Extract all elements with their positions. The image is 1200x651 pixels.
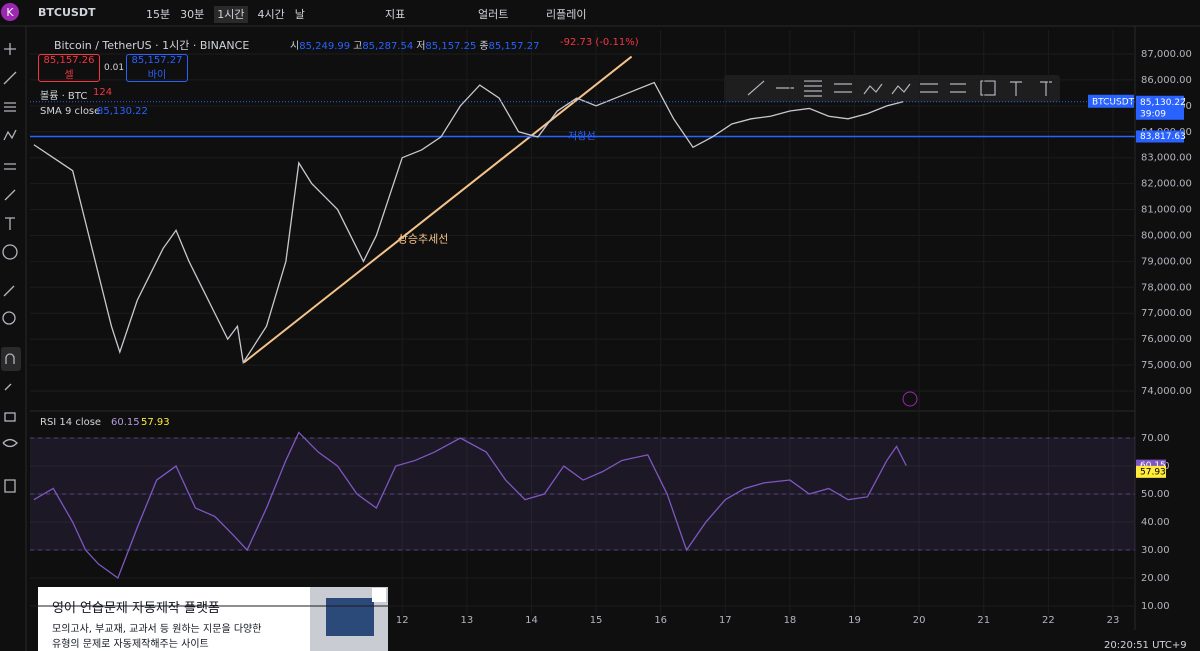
left-tools[interactable] (1, 43, 21, 493)
y-tick-label: 83,000.00 (1141, 153, 1192, 164)
volume-value: 124 (93, 87, 113, 98)
x-tick-label: 13 (460, 615, 473, 626)
volume-label: 볼륨 · BTC (40, 91, 88, 102)
interval[interactable]: 1시간 (214, 6, 248, 23)
ohlc-label[interactable]: 고 (353, 41, 363, 52)
price-label-box (1136, 96, 1184, 109)
y-tick-label: 20.00 (1141, 573, 1170, 584)
last-value-box (1136, 465, 1166, 478)
top-bar (0, 0, 1200, 26)
price-label-box (1136, 130, 1184, 143)
series-line (33, 81, 904, 365)
sma-value: 85,130.22 (97, 106, 148, 117)
x-tick-label: 20 (913, 615, 926, 626)
avatar-letter: K (6, 6, 14, 19)
avatar[interactable] (1, 3, 19, 21)
y-tick-label: 75,000.00 (1141, 360, 1192, 371)
legend-title: Bitcoin / TetherUS · 1시간 · BINANCE (54, 39, 250, 52)
ohlc-value[interactable]: 85,249.99 (299, 41, 351, 52)
ad-body: 유형의 문제로 자동제작해주는 사이트 (52, 639, 209, 650)
buy-button[interactable]: 85,157.27 바이 (126, 54, 188, 82)
x-tick-label: 23 (1107, 615, 1120, 626)
ad-close[interactable] (372, 588, 386, 602)
y-tick-label: 76,000.00 (1141, 334, 1192, 345)
y-tick-label: 70.00 (1141, 433, 1170, 444)
price-label: 83,817.63 (1140, 132, 1186, 142)
ohlc-value[interactable]: 85,157.27 (488, 41, 540, 52)
y-tick-label: 82,000.00 (1141, 179, 1192, 190)
x-tick-label: 19 (848, 615, 861, 626)
y-tick-label: 30.00 (1141, 545, 1170, 556)
countdown: 39:09 (1140, 109, 1166, 119)
ad-image-screen (326, 598, 374, 636)
y-tick-label: 74,000.00 (1141, 386, 1192, 397)
interval[interactable]: 30분 (180, 8, 205, 21)
alert-icon[interactable] (902, 391, 918, 407)
ad-title[interactable]: 영어 연습문제 자동제작 플랫폼 (52, 601, 220, 616)
series-line (33, 431, 907, 580)
change: -92.73 (-0.11%) (560, 37, 639, 48)
drawing-toolbar (724, 75, 1060, 102)
replay[interactable]: 리플레이 (546, 8, 587, 21)
y-tick-label: 79,000.00 (1141, 256, 1192, 267)
sell-price: 85,157.26 (43, 55, 95, 66)
x-tick-label: 16 (654, 615, 667, 626)
buy-price: 85,157.27 (131, 55, 183, 66)
y-tick-label: 40.00 (1141, 517, 1170, 528)
y-tick-label: 78,000.00 (1141, 282, 1192, 293)
trend-line-label: 상승추세선 (398, 233, 449, 246)
ohlc-label[interactable]: 저 (416, 41, 426, 52)
trend-line (243, 55, 633, 364)
x-tick-label: 22 (1042, 615, 1055, 626)
x-tick-label: 18 (784, 615, 797, 626)
buy-label: 바이 (147, 70, 167, 81)
intervals: 15분 30분 1시간 4시간 날 (146, 6, 315, 23)
sell-button[interactable]: 85,157.26 셀 (38, 54, 100, 82)
ohlc-label[interactable]: 시 (290, 41, 300, 52)
price-label: 85,130.22 (1140, 98, 1186, 108)
interval[interactable]: 15분 (146, 8, 171, 21)
x-tick-label: 14 (525, 615, 538, 626)
y-tick-label: 77,000.00 (1141, 308, 1192, 319)
y-tick-label: 10.00 (1141, 601, 1170, 612)
y-tick-label: 87,000.00 (1141, 49, 1192, 60)
last-value-label: 57.93 (1140, 467, 1166, 477)
y-tick-label: 50.00 (1141, 489, 1170, 500)
ad-body: 모의고사, 부교재, 교과서 등 원하는 지문을 다양한 (52, 624, 262, 635)
x-tick-label: 17 (719, 615, 732, 626)
sma-label: SMA 9 close (40, 106, 101, 117)
alert[interactable]: 얼러트 (478, 8, 509, 21)
ohlc-label[interactable]: 종 (479, 41, 489, 52)
drawing-tools[interactable] (747, 80, 1052, 97)
y-tick-label: 81,000.00 (1141, 205, 1192, 216)
rsi-value: 60.15 (111, 417, 140, 428)
horizontal-line-label: 저항선 (568, 130, 596, 142)
y-tick-label: 80,000.00 (1141, 230, 1192, 241)
y-tick-label: 86,000.00 (1141, 75, 1192, 86)
x-tick-label: 12 (396, 615, 409, 626)
ohlc-value[interactable]: 85,287.54 (362, 41, 414, 52)
x-tick-label: 15 (590, 615, 603, 626)
clock: 20:20:51 UTC+9 (1104, 640, 1187, 651)
ohlc-value[interactable]: 85,157.25 (425, 41, 477, 52)
x-tick-label: 21 (977, 615, 990, 626)
interval[interactable]: 4시간 (257, 8, 285, 21)
rsi-label: RSI 14 close (40, 417, 102, 428)
sell-label: 셀 (64, 70, 74, 81)
spread: 0.01 (104, 63, 125, 73)
indicators[interactable]: 지표 (385, 8, 406, 21)
ohlc: 시85,249.99 고85,287.54 저85,157.25 종85,157.27 (290, 37, 542, 52)
interval[interactable]: 날 (294, 8, 305, 21)
symbol[interactable]: BTCUSDT (38, 6, 96, 19)
rsi-ma-value: 57.93 (141, 417, 170, 428)
